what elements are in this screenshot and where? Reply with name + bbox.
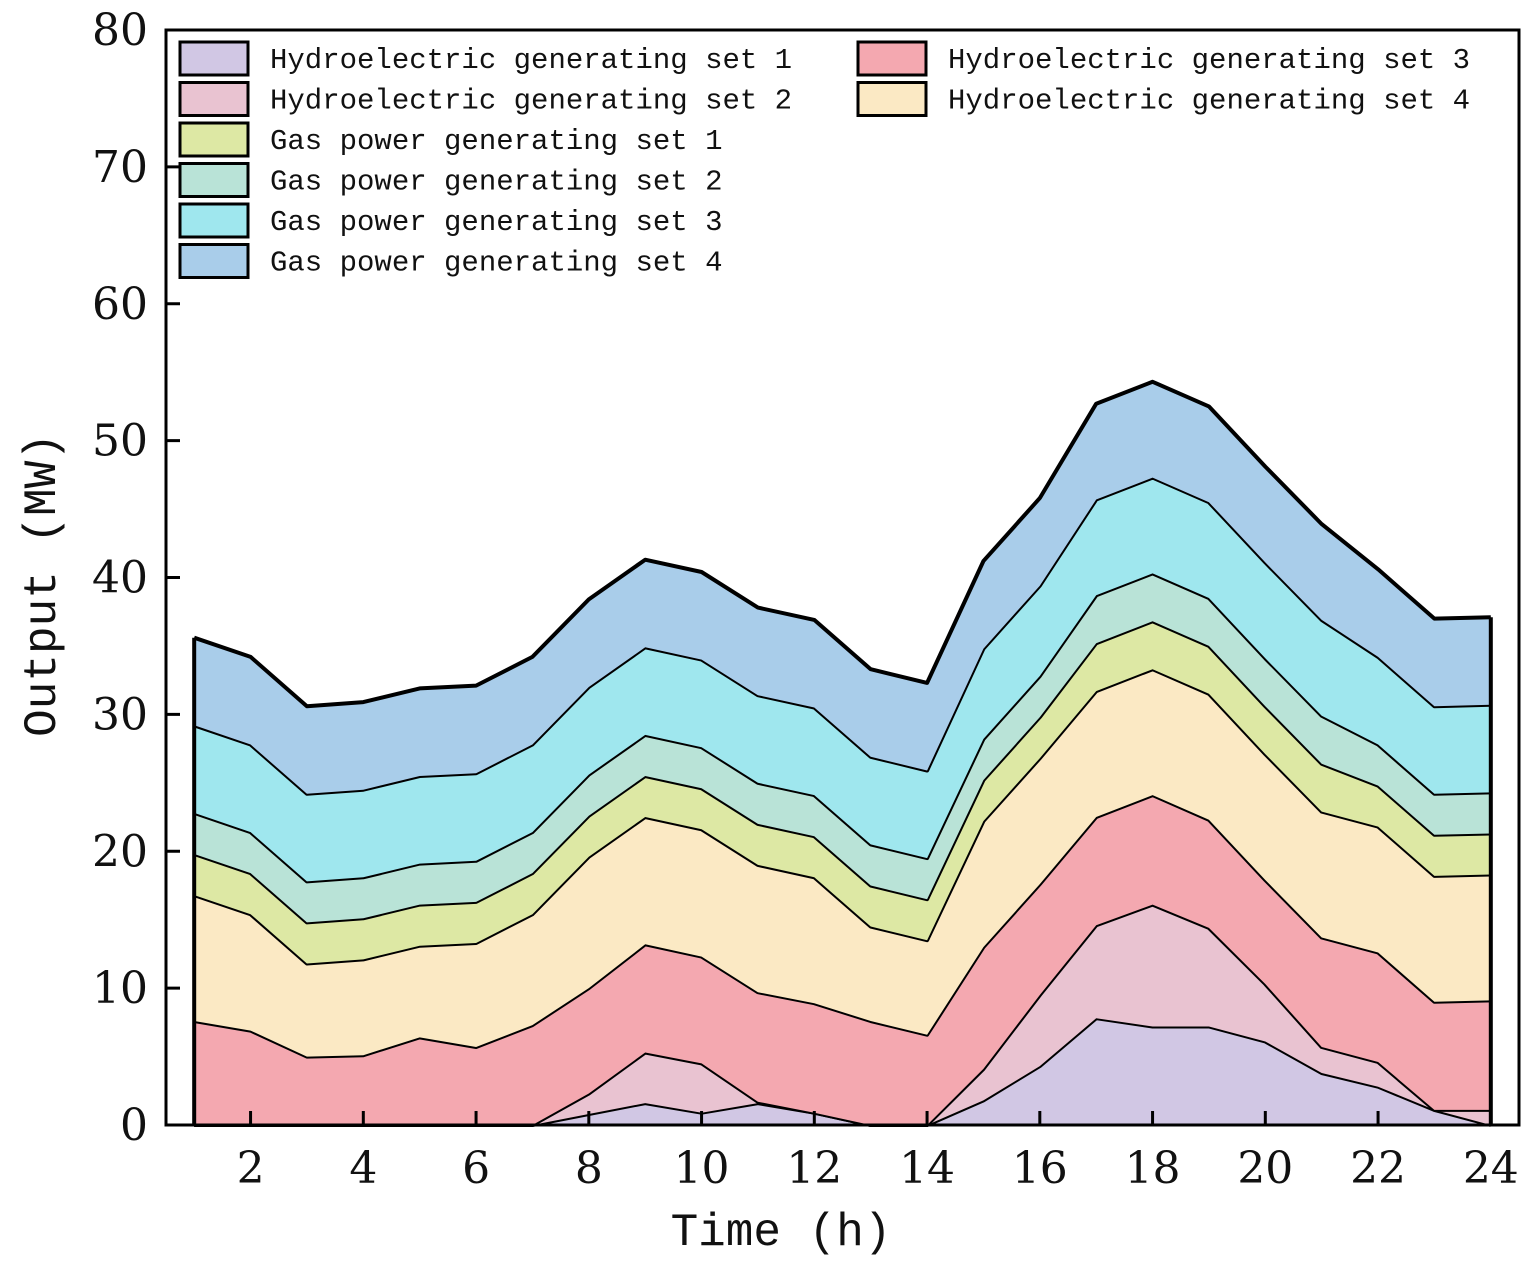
legend-entry-gas-power-generating-set-2: Gas power generating set 2 — [178, 162, 722, 199]
legend-swatch — [178, 81, 250, 117]
y-tick-label: 60 — [92, 279, 148, 330]
y-tick-label: 0 — [120, 1100, 148, 1151]
legend-swatch — [178, 40, 250, 77]
y-tick-label: 70 — [92, 142, 148, 193]
area-gas-power-generating-set-2 — [194, 573, 1491, 923]
legend-entry-hydroelectric-generating-set-3: Hydroelectric generating set 3 — [856, 40, 1470, 77]
y-tick-label: 50 — [92, 416, 148, 467]
x-tick-label: 4 — [349, 1143, 377, 1194]
legend-entry-gas-power-generating-set-3: Gas power generating set 3 — [178, 202, 722, 239]
area-layers — [192, 379, 1493, 1127]
area-gas-power-generating-set-1 — [194, 621, 1491, 964]
x-tick-label: 22 — [1350, 1143, 1406, 1194]
area-gas-power-generating-set-3 — [194, 477, 1491, 882]
legend-swatch — [856, 81, 928, 117]
legend-label: Hydroelectric generating set 2 — [270, 85, 792, 118]
legend-swatch — [178, 202, 250, 239]
legend-entry-gas-power-generating-set-4: Gas power generating set 4 — [178, 243, 722, 280]
line-gas-power-generating-set-4 — [193, 379, 1491, 709]
area-hydroelectric-generating-set-1 — [194, 1018, 1491, 1125]
legend-label: Hydroelectric generating set 3 — [948, 44, 1470, 77]
x-tick-label: 8 — [575, 1143, 603, 1194]
legend-swatch — [856, 40, 928, 77]
x-tick-label: 16 — [1012, 1143, 1068, 1194]
legend-entry-hydroelectric-generating-set-2: Hydroelectric generating set 2 — [178, 81, 792, 118]
x-tick-label: 18 — [1125, 1143, 1181, 1194]
x-tick-label: 10 — [674, 1143, 730, 1194]
x-tick-label: 14 — [899, 1143, 955, 1194]
area-hydroelectric-generating-set-3 — [194, 795, 1491, 1125]
x-tick-label: 12 — [786, 1143, 842, 1194]
y-tick-label: 10 — [92, 963, 148, 1014]
legend-label: Gas power generating set 1 — [270, 125, 722, 158]
legend-label: Hydroelectric generating set 4 — [948, 85, 1470, 118]
legend-swatch — [178, 162, 250, 198]
x-tick-label: 24 — [1463, 1143, 1519, 1194]
y-tick-label: 30 — [92, 689, 148, 740]
x-tick-label: 6 — [462, 1143, 490, 1194]
y-tick-label: 40 — [92, 553, 148, 604]
legend-swatch — [178, 121, 250, 158]
x-axis-title: Time (h) — [671, 1207, 892, 1259]
y-axis-title: Output (MW) — [17, 433, 69, 737]
legend-label: Gas power generating set 3 — [270, 206, 722, 239]
legend-entry-hydroelectric-generating-set-4: Hydroelectric generating set 4 — [856, 81, 1470, 118]
legend-entry-hydroelectric-generating-set-1: Hydroelectric generating set 1 — [178, 40, 792, 77]
x-tick-label: 2 — [237, 1143, 265, 1194]
legend-label: Gas power generating set 4 — [270, 247, 722, 280]
legend-swatch — [178, 243, 250, 279]
x-tick-label: 20 — [1237, 1143, 1293, 1194]
y-tick-label: 80 — [92, 5, 148, 56]
legend-label: Gas power generating set 2 — [270, 166, 722, 199]
y-tick-label: 20 — [92, 826, 148, 877]
legend-entry-gas-power-generating-set-1: Gas power generating set 1 — [178, 121, 722, 158]
legend: Hydroelectric generating set 1 Hydroelect… — [178, 40, 1470, 280]
legend-label: Hydroelectric generating set 1 — [270, 44, 792, 77]
area-hydroelectric-generating-set-4 — [194, 669, 1491, 1057]
area-hydroelectric-generating-set-2 — [194, 904, 1491, 1125]
area-gas-power-generating-set-4 — [194, 381, 1491, 794]
